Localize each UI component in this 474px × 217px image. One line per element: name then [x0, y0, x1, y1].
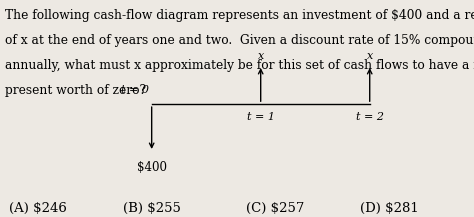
- Text: (B) $255: (B) $255: [123, 202, 181, 215]
- Text: The following cash-flow diagram represents an investment of $400 and a revenue: The following cash-flow diagram represen…: [5, 9, 474, 22]
- Text: of x at the end of years one and two.  Given a discount rate of 15% compounded: of x at the end of years one and two. Gi…: [5, 34, 474, 47]
- Text: t = 2: t = 2: [356, 112, 384, 122]
- Text: (D) $281: (D) $281: [360, 202, 419, 215]
- Text: $400: $400: [137, 161, 167, 174]
- Text: present worth of zero?: present worth of zero?: [5, 84, 146, 97]
- Text: x: x: [257, 51, 264, 61]
- Text: x: x: [366, 51, 373, 61]
- Text: t = 1: t = 1: [246, 112, 275, 122]
- Text: annually, what must x approximately be for this set of cash flows to have a net: annually, what must x approximately be f…: [5, 59, 474, 72]
- Text: (A) $246: (A) $246: [9, 202, 67, 215]
- Text: (C) $257: (C) $257: [246, 202, 305, 215]
- Text: t = 0: t = 0: [121, 85, 149, 95]
